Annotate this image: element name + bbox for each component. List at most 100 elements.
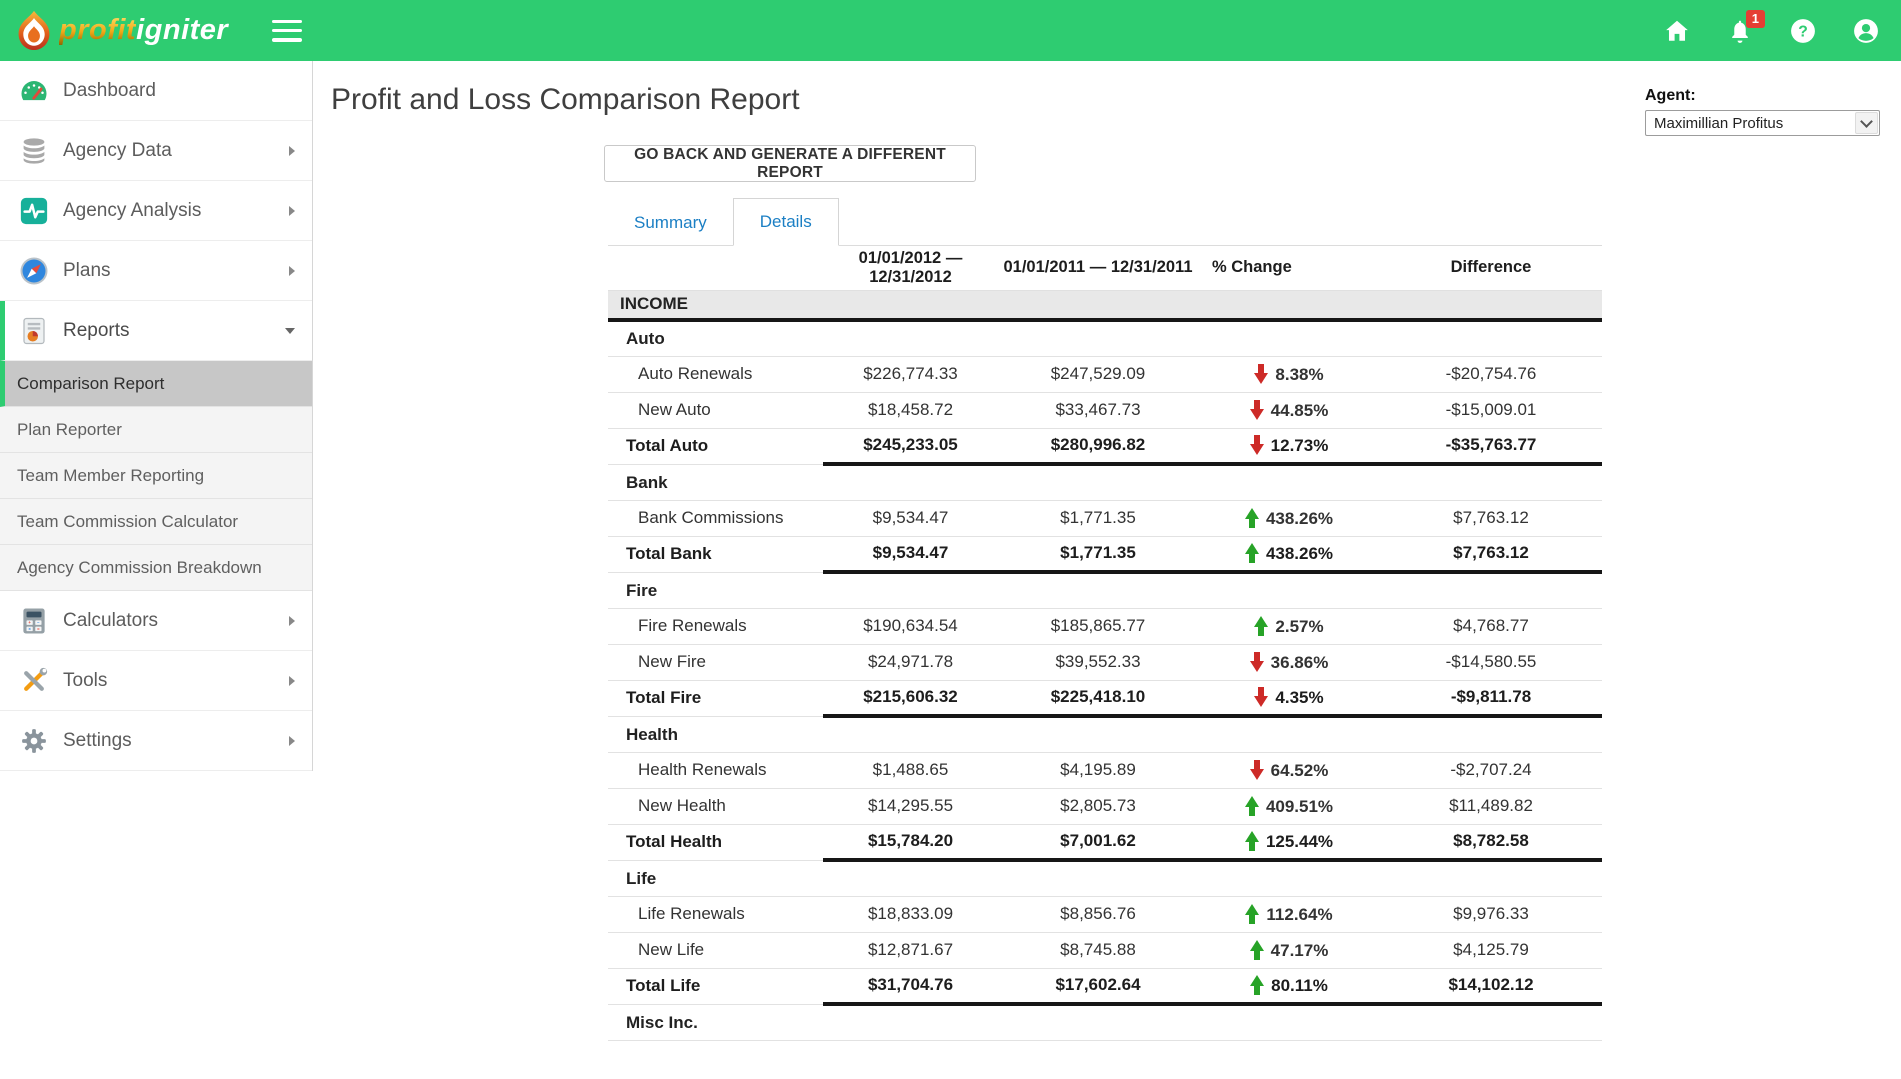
value-difference: $4,125.79 <box>1380 932 1602 969</box>
sidebar-item-reports[interactable]: Reports <box>0 301 312 361</box>
percent-text: 2.57% <box>1275 616 1324 636</box>
main-content: Profit and Loss Comparison Report Agent:… <box>313 61 1901 1079</box>
row-label: Bank Commissions <box>608 500 823 537</box>
row-label: Total Fire <box>608 680 823 717</box>
bell-icon[interactable]: 1 <box>1727 9 1765 44</box>
brand-profit: profit <box>59 14 137 46</box>
sidebar-subitem-team-member-reporting[interactable]: Team Member Reporting <box>0 453 312 499</box>
value-difference: $11,489.82 <box>1380 788 1602 825</box>
agent-select[interactable]: Maximillian Profitus <box>1645 110 1880 136</box>
value-difference: $9,976.33 <box>1380 896 1602 933</box>
row-label: Total Health <box>608 824 823 861</box>
home-icon[interactable] <box>1664 18 1690 44</box>
chevron-right-icon <box>289 615 295 626</box>
chevron-right-icon <box>289 205 295 216</box>
value-current-period: $31,704.76 <box>823 968 998 1006</box>
sidebar-subitem-comparison-report[interactable]: Comparison Report <box>0 361 312 407</box>
calculator-icon: + − × = <box>19 606 49 636</box>
value-previous-period: $33,467.73 <box>998 392 1198 429</box>
table-section-row: Fire <box>608 572 1602 609</box>
brand-logo[interactable]: profitigniter <box>0 9 228 53</box>
table-row: New Health $14,295.55 $2,805.73 409.51% $11,… <box>608 788 1602 825</box>
trend-down-icon <box>1249 434 1264 455</box>
table-section-row: Misc Inc. <box>608 1004 1602 1041</box>
sidebar-subitem-plan-reporter[interactable]: Plan Reporter <box>0 407 312 453</box>
value-percent-change: 36.86% <box>1198 644 1380 681</box>
value-current-period: $14,295.55 <box>823 788 998 825</box>
table-row: New Fire $24,971.78 $39,552.33 36.86% -$14,5… <box>608 644 1602 681</box>
value-previous-period: $4,195.89 <box>998 752 1198 789</box>
tab-summary[interactable]: Summary <box>634 213 707 232</box>
value-percent-change: 438.26% <box>1198 500 1380 537</box>
percent-text: 36.86% <box>1270 652 1329 672</box>
trend-down-icon <box>1254 686 1269 707</box>
chevron-down-icon <box>1860 114 1873 128</box>
account-icon[interactable] <box>1853 18 1879 44</box>
group-header-label: INCOME <box>608 290 1602 322</box>
trend-up-icon <box>1254 615 1269 636</box>
trend-up-icon <box>1245 903 1260 924</box>
row-label: Health Renewals <box>608 752 823 789</box>
sidebar-item-calculators[interactable]: + − × = Calculators <box>0 591 312 651</box>
sidebar-item-label: Agency Data <box>63 139 172 161</box>
help-icon[interactable]: ? <box>1790 18 1816 44</box>
section-name: Life <box>608 860 1602 897</box>
value-current-period: $12,871.67 <box>823 932 998 969</box>
value-current-period: $9,534.47 <box>823 500 998 537</box>
value-difference: -$14,580.55 <box>1380 644 1602 681</box>
row-label: New Life <box>608 932 823 969</box>
trend-down-icon <box>1254 363 1269 384</box>
value-difference: -$2,707.24 <box>1380 752 1602 789</box>
hamburger-menu-icon[interactable] <box>272 19 303 42</box>
sidebar-item-agency-data[interactable]: Agency Data <box>0 121 312 181</box>
sidebar-item-tools[interactable]: Tools <box>0 651 312 711</box>
agent-selected-value: Maximillian Profitus <box>1654 114 1784 132</box>
trend-down-icon <box>1249 651 1264 672</box>
value-difference: $14,102.12 <box>1380 968 1602 1006</box>
row-label: Total Auto <box>608 428 823 465</box>
sidebar-item-settings[interactable]: Settings <box>0 711 312 771</box>
value-difference: $8,782.58 <box>1380 824 1602 862</box>
column-header-percent-change: % Change <box>1198 246 1380 291</box>
value-current-period: $190,634.54 <box>823 608 998 645</box>
row-label: Total Bank <box>608 536 823 573</box>
comparison-table: 01/01/2012 — 12/31/2012 01/01/2011 — 12/… <box>608 246 1602 1041</box>
tab-details[interactable]: Details <box>732 198 839 246</box>
value-difference: $7,763.12 <box>1380 500 1602 537</box>
svg-text:?: ? <box>1798 23 1808 40</box>
header-actions: 1 ? <box>1664 9 1901 44</box>
percent-text: 47.17% <box>1270 940 1329 960</box>
value-current-period: $24,971.78 <box>823 644 998 681</box>
sidebar-item-label: Settings <box>63 729 132 751</box>
gear-icon <box>19 726 49 756</box>
value-previous-period: $247,529.09 <box>998 356 1198 393</box>
value-current-period: $9,534.47 <box>823 536 998 574</box>
value-percent-change: 409.51% <box>1198 788 1380 825</box>
column-header-difference: Difference <box>1380 246 1602 291</box>
value-percent-change: 125.44% <box>1198 824 1380 862</box>
sidebar-item-plans[interactable]: Plans <box>0 241 312 301</box>
percent-text: 12.73% <box>1270 435 1329 455</box>
value-previous-period: $2,805.73 <box>998 788 1198 825</box>
sidebar-subitem-team-commission-calculator[interactable]: Team Commission Calculator <box>0 499 312 545</box>
go-back-button[interactable]: GO BACK AND GENERATE A DIFFERENT REPORT <box>604 145 976 182</box>
sidebar-item-agency-analysis[interactable]: Agency Analysis <box>0 181 312 241</box>
value-current-period: $1,488.65 <box>823 752 998 789</box>
compass-icon <box>19 256 49 286</box>
value-percent-change: 4.35% <box>1198 680 1380 718</box>
sidebar-subitem-agency-commission-breakdown[interactable]: Agency Commission Breakdown <box>0 545 312 591</box>
table-row: Bank Commissions $9,534.47 $1,771.35 438.26… <box>608 500 1602 537</box>
sidebar-item-label: Reports <box>63 319 130 341</box>
value-previous-period: $280,996.82 <box>998 428 1198 466</box>
value-current-period: $245,233.05 <box>823 428 998 466</box>
percent-text: 438.26% <box>1265 508 1334 528</box>
reports-submenu: Comparison Report Plan Reporter Team Membe… <box>0 361 312 591</box>
svg-text:−: − <box>37 620 40 625</box>
table-section-row: Auto <box>608 320 1602 357</box>
value-difference: $7,763.12 <box>1380 536 1602 574</box>
table-row: Auto Renewals $226,774.33 $247,529.09 8.38%… <box>608 356 1602 393</box>
value-percent-change: 438.26% <box>1198 536 1380 574</box>
sidebar-item-dashboard[interactable]: Dashboard <box>0 61 312 121</box>
select-dropdown-button[interactable] <box>1855 112 1878 134</box>
row-label: New Health <box>608 788 823 825</box>
